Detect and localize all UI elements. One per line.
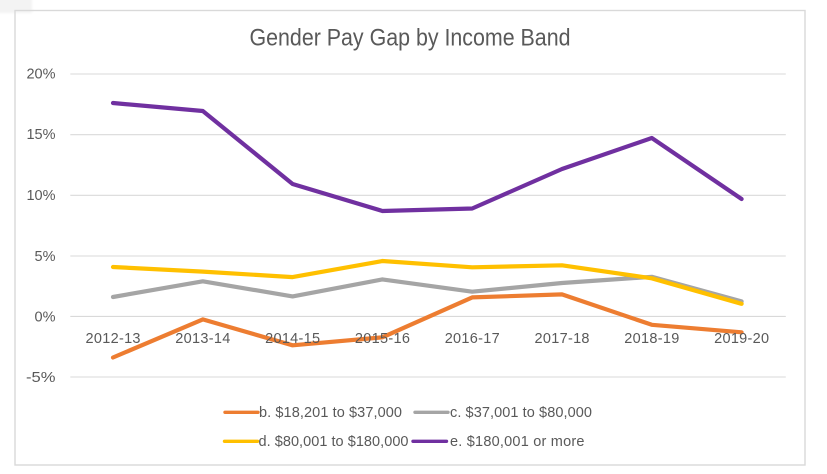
- svg-text:d. $80,001 to $180,000: d. $80,001 to $180,000: [259, 434, 409, 450]
- svg-text:15%: 15%: [26, 127, 55, 143]
- svg-text:e. $180,001 or more: e. $180,001 or more: [450, 434, 585, 450]
- svg-text:2017-18: 2017-18: [535, 331, 590, 347]
- svg-text:2015-16: 2015-16: [355, 331, 410, 347]
- svg-text:-5%: -5%: [26, 370, 56, 386]
- svg-text:2012-13: 2012-13: [86, 331, 141, 347]
- svg-text:20%: 20%: [26, 67, 55, 83]
- svg-text:2019-20: 2019-20: [714, 331, 769, 347]
- svg-text:2016-17: 2016-17: [445, 331, 500, 347]
- svg-text:5%: 5%: [35, 249, 56, 265]
- svg-text:b. $18,201 to $37,000: b. $18,201 to $37,000: [259, 405, 402, 421]
- svg-text:10%: 10%: [26, 188, 55, 204]
- svg-text:2013-14: 2013-14: [175, 331, 230, 347]
- svg-text:c. $37,001 to $80,000: c. $37,001 to $80,000: [450, 405, 592, 421]
- svg-text:2014-15: 2014-15: [265, 331, 320, 347]
- svg-text:Gender Pay Gap by Income Band: Gender Pay Gap by Income Band: [250, 25, 571, 52]
- svg-text:0%: 0%: [35, 309, 56, 325]
- svg-text:2018-19: 2018-19: [624, 331, 679, 347]
